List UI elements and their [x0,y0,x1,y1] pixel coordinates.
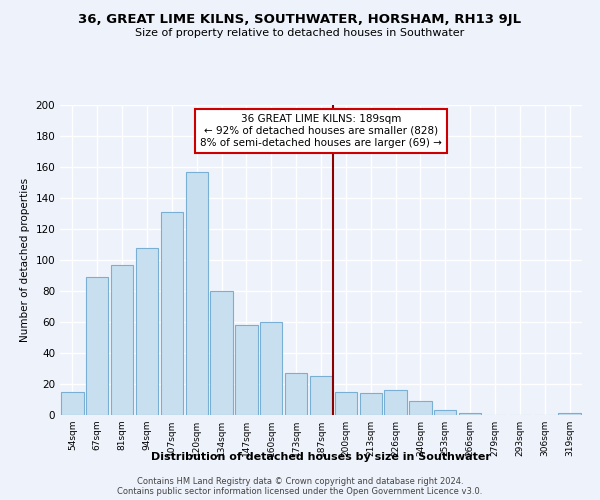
Bar [409,401,431,415]
Bar [211,291,233,415]
Bar [111,264,133,415]
Bar [434,410,457,415]
Text: Size of property relative to detached houses in Southwater: Size of property relative to detached ho… [136,28,464,38]
Bar [559,414,581,415]
Text: Contains public sector information licensed under the Open Government Licence v3: Contains public sector information licen… [118,486,482,496]
Bar [310,376,332,415]
Text: Distribution of detached houses by size in Southwater: Distribution of detached houses by size … [151,452,491,462]
Y-axis label: Number of detached properties: Number of detached properties [20,178,30,342]
Bar [260,322,283,415]
Bar [385,390,407,415]
Bar [136,248,158,415]
Bar [161,212,183,415]
Bar [285,373,307,415]
Text: 36 GREAT LIME KILNS: 189sqm
← 92% of detached houses are smaller (828)
8% of sem: 36 GREAT LIME KILNS: 189sqm ← 92% of det… [200,114,442,148]
Bar [235,325,257,415]
Bar [61,392,83,415]
Bar [335,392,357,415]
Bar [185,172,208,415]
Bar [459,414,481,415]
Bar [359,394,382,415]
Text: 36, GREAT LIME KILNS, SOUTHWATER, HORSHAM, RH13 9JL: 36, GREAT LIME KILNS, SOUTHWATER, HORSHA… [79,12,521,26]
Bar [86,277,109,415]
Text: Contains HM Land Registry data © Crown copyright and database right 2024.: Contains HM Land Registry data © Crown c… [137,476,463,486]
